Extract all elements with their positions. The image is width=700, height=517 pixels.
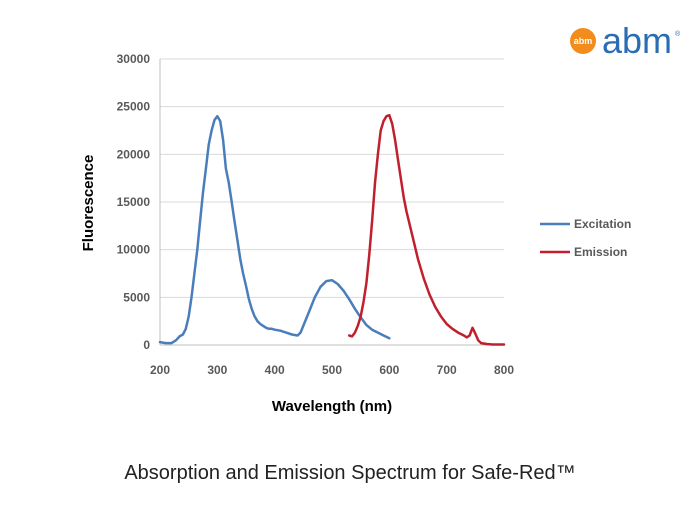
series-lines: [158, 113, 506, 346]
legend-label: Excitation: [574, 217, 631, 231]
x-tick-label: 600: [379, 363, 399, 377]
x-tick-label: 700: [437, 363, 457, 377]
y-tick-label: 5000: [123, 290, 150, 304]
figure-caption: Absorption and Emission Spectrum for Saf…: [124, 462, 576, 484]
x-tick-label: 500: [322, 363, 342, 377]
gridlines: [160, 58, 504, 298]
logo-registered-mark: ®: [675, 30, 681, 38]
legend-label: Emission: [574, 245, 627, 259]
y-tick-label: 10000: [117, 243, 151, 257]
y-axis-title: Fluorescence: [80, 155, 97, 252]
abm-logo: abm abm ®: [570, 24, 681, 58]
y-tick-label: 30000: [117, 52, 151, 66]
legend: Excitation Emission: [540, 217, 631, 259]
y-tick-label: 0: [143, 338, 150, 352]
x-tick-label: 200: [150, 363, 170, 377]
x-tick-labels: 200 300 400 500 600 700 800: [150, 363, 514, 377]
x-axis-title: Wavelength (nm): [272, 398, 392, 415]
series-line-excitation: [158, 114, 391, 345]
y-tick-label: 20000: [117, 147, 151, 161]
series-line-emission: [347, 113, 506, 346]
x-tick-label: 300: [207, 363, 227, 377]
y-tick-label: 15000: [117, 195, 151, 209]
axes: [159, 59, 504, 346]
logo-badge-text: abm: [574, 36, 593, 46]
y-tick-label: 25000: [117, 100, 151, 114]
logo-badge-icon: [570, 28, 596, 54]
y-tick-labels: 0 5000 10000 15000 20000 25000 30000: [117, 52, 151, 352]
x-tick-label: 400: [265, 363, 285, 377]
x-tick-label: 800: [494, 363, 514, 377]
logo-wordmark: abm: [602, 24, 672, 58]
